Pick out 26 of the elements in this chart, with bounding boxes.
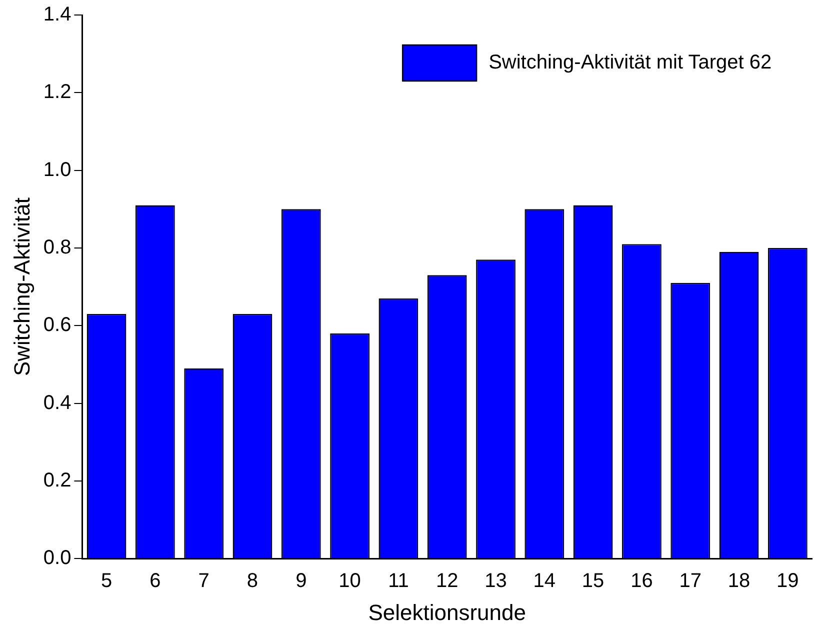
x-tick-label: 18 (728, 570, 750, 592)
x-tick-label: 19 (776, 570, 799, 592)
x-tick-label: 7 (198, 570, 210, 592)
x-tick-label: 16 (630, 570, 653, 592)
x-tick-label: 8 (246, 570, 258, 592)
x-tick-label: 15 (582, 570, 604, 592)
x-tick-label: 14 (533, 570, 556, 592)
x-tick-label: 17 (679, 570, 702, 592)
x-tick-label: 6 (150, 570, 161, 592)
x-tick-label: 12 (436, 570, 458, 592)
y-axis-title: Switching-Aktivität (9, 198, 34, 376)
y-tick-label: 0.6 (43, 314, 72, 336)
x-tick-label: 10 (338, 570, 361, 592)
y-tick-label: 1.2 (43, 81, 72, 104)
x-tick-label: 11 (388, 570, 409, 592)
y-tick-label: 0.8 (43, 236, 72, 258)
x-tick-label: 9 (296, 570, 307, 592)
legend-label: Switching-Aktivität mit Target 62 (488, 52, 772, 74)
y-tick-label: 1.4 (43, 4, 72, 26)
y-tick-label: 0.0 (43, 547, 72, 570)
y-tick-label: 1.0 (43, 158, 72, 181)
x-tick-label: 5 (100, 570, 112, 592)
y-tick-label: 0.4 (43, 392, 72, 414)
x-axis-title: Selektionsrunde (368, 600, 526, 625)
y-tick-label: 0.2 (43, 469, 72, 492)
x-tick-label: 13 (484, 570, 507, 592)
